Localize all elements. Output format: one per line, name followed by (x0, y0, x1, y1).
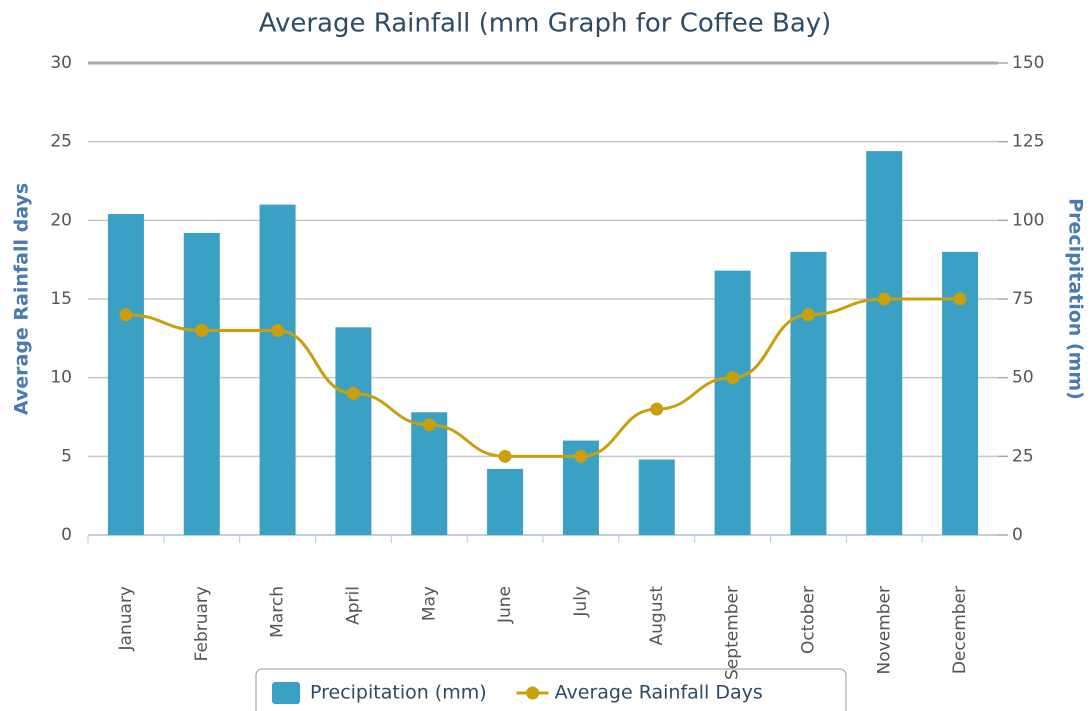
y2-tick-label: 125 (1012, 132, 1044, 152)
y2-axis-title: Precipitation (mm) (1065, 198, 1087, 400)
y2-tick-label: 0 (1012, 525, 1023, 545)
x-tick-label: April (343, 586, 363, 625)
bar (259, 204, 296, 535)
bar (866, 151, 903, 535)
x-tick-label: November (874, 586, 894, 674)
y2-tick-label: 50 (1012, 368, 1034, 388)
bar (638, 459, 675, 535)
marker (422, 418, 436, 432)
marker (119, 308, 133, 322)
marker (574, 449, 588, 463)
bar (790, 251, 827, 536)
legend-swatch (526, 686, 540, 700)
y2-tick-label: 100 (1012, 210, 1044, 230)
x-tick-label: February (192, 586, 212, 661)
marker (726, 371, 740, 385)
marker (346, 386, 360, 400)
y-tick-label: 10 (50, 368, 72, 388)
y-tick-label: 30 (50, 53, 72, 73)
bar (487, 468, 524, 535)
x-tick-label: March (268, 586, 288, 638)
legend-label: Average Rainfall Days (555, 682, 763, 704)
chart-title: Average Rainfall (mm Graph for Coffee Ba… (259, 9, 832, 39)
x-tick-label: January (116, 586, 136, 651)
y2-tick-label: 150 (1012, 53, 1044, 73)
marker (650, 402, 664, 416)
y-tick-label: 5 (61, 446, 72, 466)
marker (877, 292, 891, 306)
marker (953, 292, 967, 306)
y-tick-label: 0 (61, 525, 72, 545)
bar (335, 327, 372, 535)
y-axis-title: Average Rainfall days (11, 183, 33, 415)
y2-tick-label: 75 (1012, 289, 1034, 309)
marker (271, 323, 285, 337)
legend-label: Precipitation (mm) (310, 682, 487, 704)
x-tick-label: May (419, 586, 439, 621)
bar (714, 270, 751, 535)
y-tick-label: 25 (50, 132, 72, 152)
y-tick-label: 20 (50, 210, 72, 230)
x-tick-label: September (723, 586, 743, 680)
legend-swatch (272, 682, 300, 704)
legend-box (255, 668, 847, 711)
bar (411, 412, 448, 535)
x-tick-label: July (571, 586, 591, 618)
y-tick-label: 15 (50, 289, 72, 309)
bar (107, 214, 144, 536)
x-tick-label: June (495, 586, 515, 624)
y2-tick-label: 25 (1012, 446, 1034, 466)
x-tick-label: December (950, 586, 970, 674)
x-tick-label: October (798, 586, 818, 654)
x-tick-label: August (647, 586, 667, 646)
marker (195, 323, 209, 337)
marker (498, 449, 512, 463)
marker (801, 308, 815, 322)
bar (183, 232, 220, 536)
